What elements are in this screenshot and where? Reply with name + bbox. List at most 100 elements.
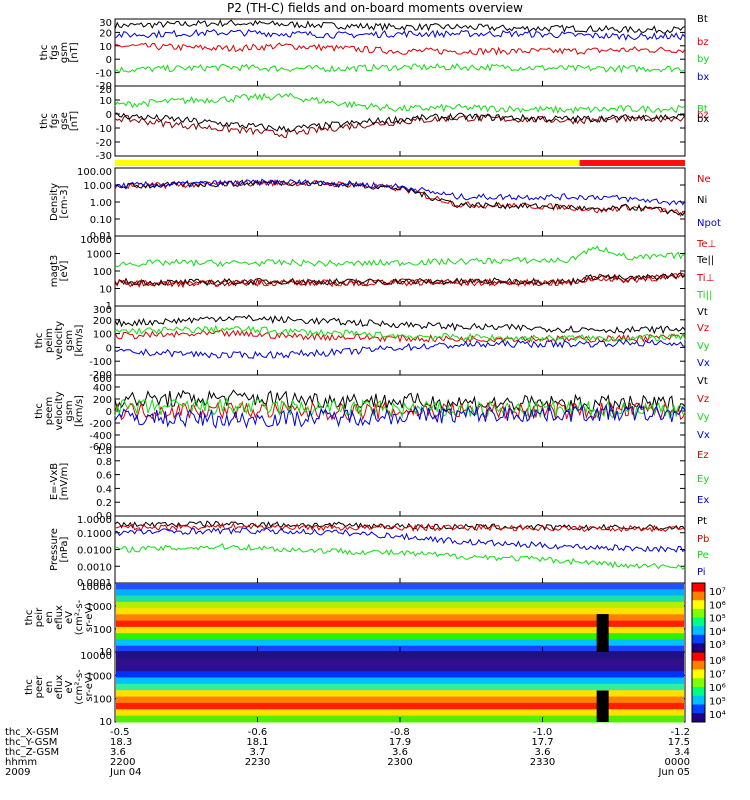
peem_velocity-ylabel-1: peem bbox=[44, 397, 55, 425]
pressure-ytick-label: 1.0000 bbox=[77, 515, 112, 526]
peer_spec-colorbar-seg bbox=[692, 669, 705, 679]
density-ylabel-1: [cm-3] bbox=[59, 185, 70, 218]
fgs_gsm-legend-3: bx bbox=[697, 72, 709, 83]
xaxis-tick-label: -0.8 bbox=[390, 727, 410, 738]
peir_spec-colorbar-seg bbox=[692, 634, 705, 644]
peim_velocity-legend-0: Vt bbox=[697, 307, 708, 318]
peir_spec-ylabel-5: (cm²-s- bbox=[74, 599, 85, 635]
peir_spec-band bbox=[116, 639, 684, 647]
xaxis-tick-label: 3.4 bbox=[674, 747, 690, 758]
peer_spec-ylabel-6: sr-eV) bbox=[84, 672, 95, 701]
peim_velocity-ytick-label: 300 bbox=[93, 305, 112, 316]
temperature-legend-0: Te⊥ bbox=[696, 239, 716, 250]
temperature-ytick-label: 1 bbox=[106, 301, 112, 312]
peir_spec-ylabel-0: thc bbox=[24, 610, 35, 626]
xaxis-row-label: thc_Y-GSM bbox=[5, 737, 57, 748]
peim_velocity-ylabel-4: [km/s] bbox=[74, 324, 85, 356]
fgs_gsm-series-blue bbox=[114, 28, 686, 41]
peem_velocity-ylabel-2: velocity bbox=[54, 391, 65, 430]
density-series-red bbox=[114, 178, 686, 217]
peir_spec-gap bbox=[596, 614, 609, 652]
peer_spec-colorbar-seg bbox=[692, 704, 705, 714]
peer_spec-ylabel-3: eflux bbox=[54, 675, 65, 700]
fgs_gsm-legend-2: by bbox=[697, 54, 709, 65]
peim_velocity-ylabel-0: thc bbox=[34, 333, 45, 349]
xaxis-tick-label: 0000 bbox=[665, 757, 690, 768]
peer_spec-band bbox=[116, 658, 684, 666]
peim_velocity-series-black bbox=[114, 314, 686, 335]
xaxis-tick-label: 3.6 bbox=[535, 747, 551, 758]
density-series-blue bbox=[114, 178, 686, 206]
density-ytick-label: 100.00 bbox=[77, 167, 112, 178]
temperature-series-green bbox=[114, 245, 686, 268]
temperature-legend-3: Ti|| bbox=[696, 290, 712, 301]
peer_spec-colorbar-seg bbox=[692, 652, 705, 662]
xaxis-row-label: 2009 bbox=[5, 767, 30, 778]
peer_spec-colorbar-seg bbox=[692, 678, 705, 688]
peim_velocity-ylabel-3: gsm bbox=[64, 330, 75, 351]
density-ylabel-0: Density bbox=[49, 183, 60, 221]
density-ytick-label: 0.01 bbox=[90, 231, 112, 242]
efield-frame bbox=[114, 446, 686, 517]
peir_spec-ylabel-2: en bbox=[44, 611, 55, 624]
efield-ytick-label: 1.0 bbox=[96, 446, 112, 457]
peem_velocity-ytick-label: -400 bbox=[89, 431, 112, 442]
peer_spec-colorbar-tick: 10⁵ bbox=[709, 697, 726, 708]
xaxis-tick-label: -1.0 bbox=[533, 727, 553, 738]
fgs_gse-ytick-label: -10 bbox=[96, 124, 112, 135]
peer_spec-colorbar-seg bbox=[692, 713, 705, 723]
peem_velocity-ylabel-3: gsm bbox=[64, 400, 75, 421]
fgs_gse-ytick-label: -30 bbox=[96, 151, 112, 162]
fgs_gse-series-black bbox=[114, 112, 686, 133]
fgs_gsm-series-red bbox=[114, 42, 686, 56]
peer_spec-colorbar-tick: 10⁴ bbox=[709, 710, 726, 721]
peir_spec-ytick-label: 10000 bbox=[80, 582, 112, 593]
peer_spec-band bbox=[116, 664, 684, 672]
peer_spec-colorbar-seg bbox=[692, 660, 705, 670]
density-legend-1: Ni bbox=[697, 195, 707, 206]
peer_spec-colorbar-frame bbox=[691, 651, 706, 723]
peim_velocity-legend-3: Vx bbox=[697, 358, 710, 369]
efield-ytick-label: 0.4 bbox=[96, 484, 112, 495]
peim_velocity-ytick-label: -200 bbox=[89, 370, 112, 381]
peir_spec-band bbox=[116, 608, 684, 615]
fgs_gsm-ylabel-3: [nT] bbox=[69, 42, 80, 62]
peir_spec-band bbox=[116, 633, 684, 640]
peer_spec-band bbox=[116, 696, 684, 704]
peir_spec-colorbar-tick: 10⁷ bbox=[709, 587, 726, 598]
peir_spec-band bbox=[116, 583, 684, 590]
fgs_gse-series-green bbox=[114, 92, 686, 115]
peer_spec-ylabel-1: peer bbox=[34, 675, 45, 699]
efield-ytick-label: 0.8 bbox=[96, 457, 112, 468]
page-title: P2 (TH-C) fields and on-board moments ov… bbox=[227, 1, 523, 15]
efield-ytick-label: 0.6 bbox=[96, 471, 112, 482]
peem_velocity-ytick-label: -600 bbox=[89, 442, 112, 453]
xaxis-tick-label: 18.3 bbox=[110, 737, 132, 748]
xaxis-tick-label: -0.6 bbox=[248, 727, 268, 738]
fgs_gsm-ytick-label: 10 bbox=[99, 42, 112, 53]
peir_spec-band bbox=[116, 620, 684, 628]
fgs_gse-legend-2: bx bbox=[697, 114, 709, 125]
xaxis-tick-label: 17.5 bbox=[668, 737, 690, 748]
fgs_gsm-ytick-label: -20 bbox=[96, 81, 112, 92]
peim_velocity-series-green bbox=[114, 324, 686, 343]
peem_velocity-legend-3: Vx bbox=[697, 430, 710, 441]
xaxis-tick-label: -1.2 bbox=[670, 727, 690, 738]
temperature-series-black bbox=[114, 271, 686, 286]
peem_velocity-legend-1: Vz bbox=[697, 394, 709, 405]
xaxis-row-label: hhmm bbox=[5, 757, 37, 768]
density-legend-2: Npot bbox=[697, 218, 721, 229]
pressure-ytick-label: 0.0100 bbox=[77, 546, 112, 557]
xaxis-tick-label: 2300 bbox=[387, 757, 412, 768]
density-series-black bbox=[114, 179, 686, 217]
peer_spec-ylabel-4: eV bbox=[64, 680, 75, 693]
peem_velocity-ylabel-4: [km/s] bbox=[74, 395, 85, 427]
fgs_gsm-ytick-label: -10 bbox=[96, 69, 112, 80]
temperature-series-darkred bbox=[114, 272, 686, 288]
pressure-series-black bbox=[114, 520, 686, 532]
peir_spec-ylabel-3: eflux bbox=[54, 605, 65, 630]
xaxis-tick-label: 3.7 bbox=[250, 747, 266, 758]
density-ytick-label: 0.10 bbox=[90, 215, 112, 226]
peir_spec-colorbar-tick: 10⁶ bbox=[709, 600, 726, 611]
peer_spec-colorbar-tick: 10⁶ bbox=[709, 683, 726, 694]
